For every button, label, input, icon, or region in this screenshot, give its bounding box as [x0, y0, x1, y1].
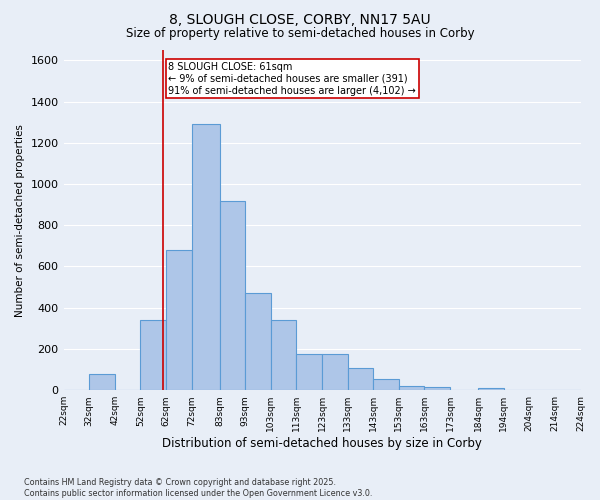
Bar — [347, 368, 373, 390]
Bar — [322, 354, 347, 390]
Bar — [296, 354, 322, 390]
Bar — [478, 388, 504, 390]
X-axis label: Distribution of semi-detached houses by size in Corby: Distribution of semi-detached houses by … — [162, 437, 482, 450]
Bar — [89, 374, 115, 390]
Bar — [399, 386, 424, 390]
Text: 8, SLOUGH CLOSE, CORBY, NN17 5AU: 8, SLOUGH CLOSE, CORBY, NN17 5AU — [169, 12, 431, 26]
Bar — [271, 320, 296, 390]
Bar — [166, 250, 191, 390]
Bar — [140, 320, 166, 390]
Bar — [373, 379, 399, 390]
Bar — [245, 294, 271, 390]
Text: Size of property relative to semi-detached houses in Corby: Size of property relative to semi-detach… — [125, 28, 475, 40]
Bar — [191, 124, 220, 390]
Bar — [424, 387, 450, 390]
Y-axis label: Number of semi-detached properties: Number of semi-detached properties — [15, 124, 25, 316]
Text: Contains HM Land Registry data © Crown copyright and database right 2025.
Contai: Contains HM Land Registry data © Crown c… — [24, 478, 373, 498]
Text: 8 SLOUGH CLOSE: 61sqm
← 9% of semi-detached houses are smaller (391)
91% of semi: 8 SLOUGH CLOSE: 61sqm ← 9% of semi-detac… — [169, 62, 416, 96]
Bar — [220, 200, 245, 390]
